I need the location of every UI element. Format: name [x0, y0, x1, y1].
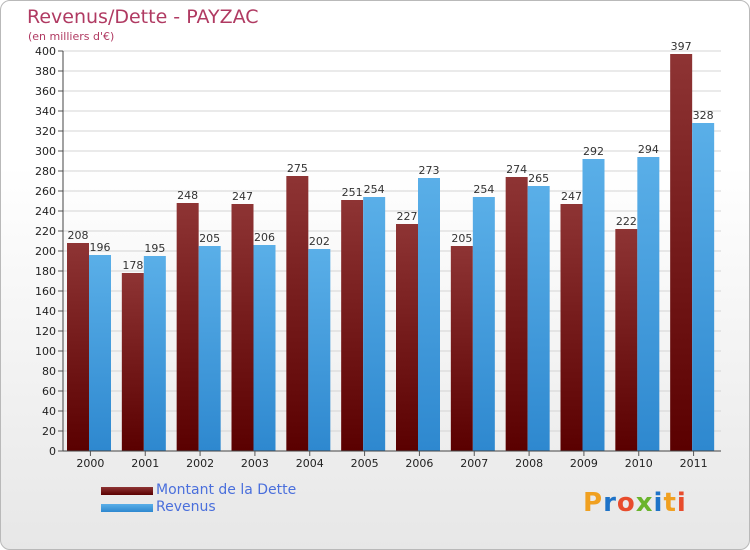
data-label-debt: 222 — [616, 215, 637, 228]
data-label-revenue: 292 — [583, 145, 604, 158]
bar-revenue — [472, 197, 495, 451]
logo-letter: i — [653, 488, 664, 518]
data-label-debt: 205 — [451, 232, 472, 245]
logo-letter: o — [616, 488, 636, 518]
logo-letter: i — [676, 488, 687, 518]
legend-label-debt: Montant de la Dette — [156, 482, 297, 498]
data-label-debt: 178 — [122, 259, 143, 272]
bar-revenue — [527, 186, 550, 451]
x-tick-label: 2009 — [570, 457, 598, 470]
data-label-revenue: 196 — [90, 241, 111, 254]
y-tick-label: 140 — [35, 305, 56, 318]
y-tick-label: 100 — [35, 345, 56, 358]
data-label-debt: 251 — [342, 186, 363, 199]
y-tick-label: 280 — [35, 165, 56, 178]
proxiti-logo: Proxiti — [583, 488, 687, 518]
bar-revenue — [89, 255, 111, 451]
y-tick-label: 320 — [35, 125, 56, 138]
bar-debt — [396, 224, 418, 451]
x-tick-label: 2004 — [296, 457, 324, 470]
bar-debt — [341, 200, 364, 451]
bar-debt — [67, 243, 89, 451]
x-tick-label: 2002 — [186, 457, 214, 470]
bar-revenue — [418, 178, 440, 451]
bar-revenue — [253, 245, 276, 451]
logo-letter: t — [663, 488, 677, 518]
data-label-debt: 247 — [561, 190, 582, 203]
x-tick-label: 2007 — [460, 457, 488, 470]
bar-debt — [560, 204, 583, 451]
chart-title: Revenus/Dette - PAYZAC — [27, 6, 259, 28]
bar-revenue — [143, 256, 166, 451]
chart-unit-label: (en milliers d'€) — [28, 30, 115, 43]
data-label-debt: 397 — [671, 40, 692, 53]
data-label-revenue: 202 — [309, 235, 330, 248]
bar-debt — [121, 273, 144, 451]
y-tick-label: 260 — [35, 185, 56, 198]
y-tick-label: 380 — [35, 65, 56, 78]
data-label-revenue: 273 — [419, 164, 440, 177]
y-tick-label: 180 — [35, 265, 56, 278]
y-tick-label: 360 — [35, 85, 56, 98]
logo-letter: P — [583, 488, 604, 518]
y-tick-label: 300 — [35, 145, 56, 158]
x-tick-label: 2011 — [680, 457, 708, 470]
bar-debt — [505, 177, 528, 451]
data-label-revenue: 254 — [364, 183, 385, 196]
bar-revenue — [692, 123, 715, 451]
data-label-debt: 274 — [506, 163, 527, 176]
y-tick-label: 120 — [35, 325, 56, 338]
y-tick-label: 60 — [42, 385, 56, 398]
bar-revenue — [363, 197, 386, 451]
bar-revenue — [308, 249, 331, 451]
bar-debt — [176, 203, 199, 451]
bar-debt — [670, 54, 693, 451]
data-label-revenue: 206 — [254, 231, 275, 244]
y-tick-label: 0 — [49, 445, 56, 458]
y-tick-label: 20 — [42, 425, 56, 438]
y-tick-label: 220 — [35, 225, 56, 238]
y-tick-label: 340 — [35, 105, 56, 118]
legend-swatch-revenue — [101, 504, 153, 512]
data-label-revenue: 205 — [199, 232, 220, 245]
x-tick-label: 2006 — [405, 457, 433, 470]
x-tick-label: 2000 — [76, 457, 104, 470]
x-tick-label: 2008 — [515, 457, 543, 470]
data-label-debt: 208 — [68, 229, 89, 242]
data-label-debt: 275 — [287, 162, 308, 175]
bar-debt — [450, 246, 473, 451]
x-tick-label: 2005 — [351, 457, 379, 470]
data-label-debt: 247 — [232, 190, 253, 203]
data-label-revenue: 265 — [528, 172, 549, 185]
data-label-debt: 227 — [397, 210, 418, 223]
y-tick-label: 400 — [35, 45, 56, 58]
data-label-debt: 248 — [177, 189, 198, 202]
bar-revenue — [198, 246, 221, 451]
data-label-revenue: 254 — [473, 183, 494, 196]
bar-revenue — [582, 159, 605, 451]
y-tick-label: 40 — [42, 405, 56, 418]
legend-label-revenue: Revenus — [156, 499, 216, 515]
y-tick-label: 160 — [35, 285, 56, 298]
legend-swatch-debt — [101, 487, 153, 495]
y-tick-label: 200 — [35, 245, 56, 258]
data-label-revenue: 328 — [693, 109, 714, 122]
x-tick-label: 2010 — [625, 457, 653, 470]
bar-debt — [231, 204, 254, 451]
data-label-revenue: 294 — [638, 143, 659, 156]
bar-revenue — [637, 157, 660, 451]
x-tick-label: 2001 — [131, 457, 159, 470]
y-tick-label: 80 — [42, 365, 56, 378]
y-tick-label: 240 — [35, 205, 56, 218]
bar-debt — [286, 176, 309, 451]
x-tick-label: 2003 — [241, 457, 269, 470]
data-label-revenue: 195 — [144, 242, 165, 255]
bar-debt — [615, 229, 638, 451]
logo-letter: r — [603, 488, 617, 518]
logo-letter: x — [635, 488, 654, 518]
